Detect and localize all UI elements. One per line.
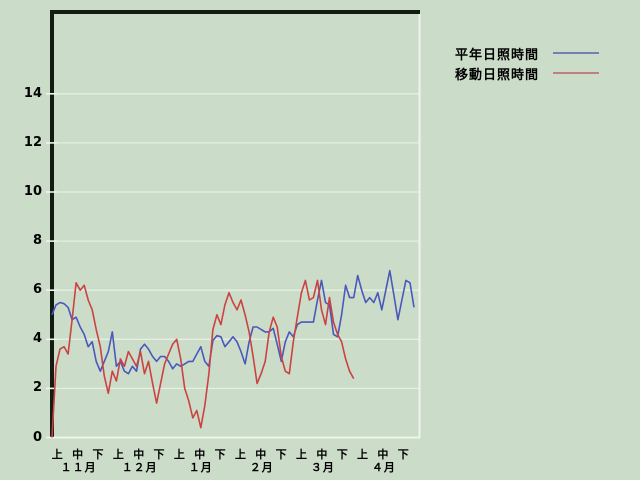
x-axis-period-label: 下: [336, 448, 348, 461]
x-axis-period-label: 中: [72, 448, 84, 461]
x-axis-month-label: １２月: [121, 461, 158, 474]
x-axis-period-label: 下: [153, 448, 165, 461]
legend: 平年日照時間 移動日照時間: [455, 43, 599, 83]
x-axis-period-label: 中: [133, 448, 145, 461]
x-axis-period-label: 中: [194, 448, 206, 461]
x-axis-month-label: ４月: [371, 461, 396, 474]
x-axis-period-label: 中: [316, 448, 328, 461]
x-axis-month-label: １１月: [60, 461, 97, 474]
x-axis-period-label: 上: [51, 448, 63, 461]
x-axis-period-label: 上: [296, 448, 307, 461]
legend-label-idou: 移動日照時間: [455, 67, 540, 83]
legend-item-heinen: 平年日照時間: [455, 43, 599, 63]
plot-frame-top: [50, 10, 420, 14]
x-axis-period-label: 下: [92, 448, 104, 461]
x-axis-month-label: ３月: [310, 461, 335, 474]
y-axis-label: 10: [23, 184, 42, 199]
y-axis-label: 8: [32, 233, 42, 249]
x-axis-period-label: 上: [112, 448, 124, 461]
series-line-idou: [51, 279, 355, 438]
x-axis-month-label: ２月: [249, 461, 274, 474]
x-axis-period-label: 下: [275, 448, 287, 461]
x-axis-period-label: 中: [377, 448, 389, 461]
y-axis-label: 14: [23, 85, 42, 101]
y-axis-label: 12: [23, 134, 42, 150]
series-line-heinen: [51, 269, 415, 375]
y-axis-label: 6: [32, 282, 42, 298]
y-axis-label: 4: [32, 331, 42, 347]
plot-frame-left: [50, 10, 54, 438]
legend-line-blue-icon: [553, 52, 599, 54]
x-axis-period-label: 下: [214, 448, 226, 461]
legend-item-idou: 移動日照時間: [455, 63, 599, 83]
x-axis-period-label: 中: [255, 448, 267, 461]
y-axis-label: 2: [32, 380, 42, 396]
x-axis-period-label: 上: [357, 448, 369, 461]
x-axis-month-label: １月: [188, 461, 213, 474]
legend-line-red-icon: [553, 72, 599, 74]
legend-label-heinen: 平年日照時間: [455, 47, 540, 63]
x-axis-period-label: 上: [173, 448, 185, 461]
x-axis-period-label: 下: [397, 448, 409, 461]
y-axis-label: 0: [32, 429, 42, 445]
x-axis-period-label: 上: [234, 448, 246, 461]
